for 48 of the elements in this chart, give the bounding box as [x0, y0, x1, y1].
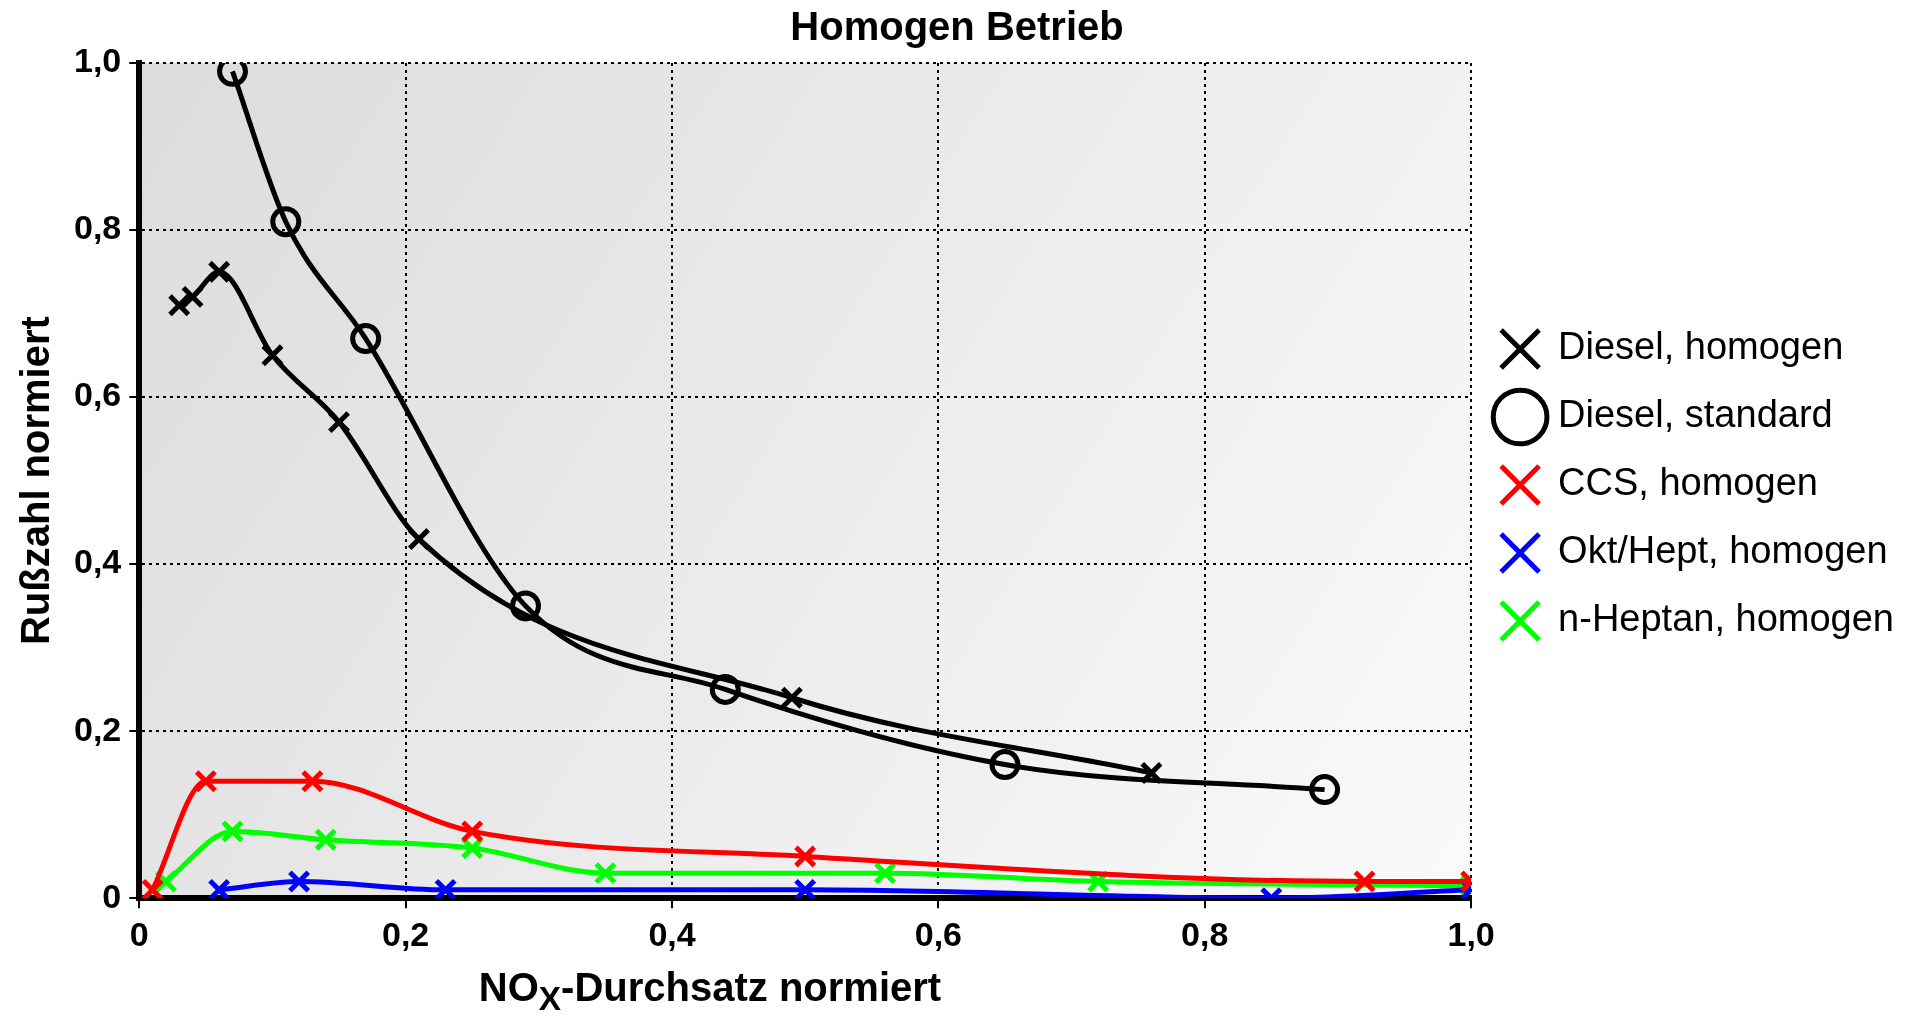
x-tick-label: 1,0: [1447, 914, 1495, 953]
legend-label: Okt/Hept, homogen: [1558, 529, 1888, 572]
point: [194, 769, 218, 793]
legend-label: Diesel, homogen: [1558, 325, 1844, 368]
legend-label: Diesel, standard: [1558, 393, 1833, 436]
point: [709, 673, 741, 705]
point: [460, 819, 484, 844]
chart-title: Homogen Betrieb: [790, 4, 1124, 49]
legend-label: n-Heptan, homogen: [1558, 597, 1895, 640]
point: [1309, 774, 1341, 806]
point: [154, 869, 178, 894]
point: [270, 206, 302, 238]
point: [260, 343, 285, 368]
point: [207, 260, 231, 284]
point: [407, 527, 431, 551]
point: [220, 819, 245, 844]
y-tick-label: 0,8: [74, 208, 122, 247]
point: [350, 323, 382, 355]
y-tick-label: 0,2: [74, 709, 122, 748]
legend-label: CCS, homogen: [1558, 461, 1818, 504]
y-tick-label: 0,4: [74, 542, 122, 581]
point: [1352, 869, 1377, 894]
point: [433, 878, 458, 899]
point: [287, 869, 311, 894]
y-axis-title: Rußzahl normiert: [13, 316, 58, 646]
point: [140, 878, 165, 899]
x-tick-label: 0,2: [382, 914, 430, 953]
point: [1139, 761, 1164, 785]
point: [780, 686, 804, 710]
x-tick-label: 0,4: [648, 914, 696, 953]
x-tick-label: 0: [129, 914, 149, 953]
y-tick-label: 0: [102, 876, 122, 915]
point: [793, 844, 817, 869]
point: [300, 769, 325, 793]
point: [873, 861, 897, 885]
point: [314, 828, 338, 852]
point: [167, 293, 191, 317]
x-axis-title: NO$_{X}$-Durchsatz normiert: [477, 965, 943, 1018]
x-tick-label: 0,6: [914, 914, 962, 953]
y-tick-label: 0,6: [74, 375, 122, 414]
x-tick-label: 0,8: [1181, 914, 1229, 953]
point: [793, 878, 817, 899]
point: [989, 749, 1021, 781]
point: [510, 590, 541, 622]
y-tick-label: 1,0: [74, 41, 122, 80]
point: [207, 878, 231, 899]
point: [327, 410, 351, 434]
point: [593, 861, 618, 885]
